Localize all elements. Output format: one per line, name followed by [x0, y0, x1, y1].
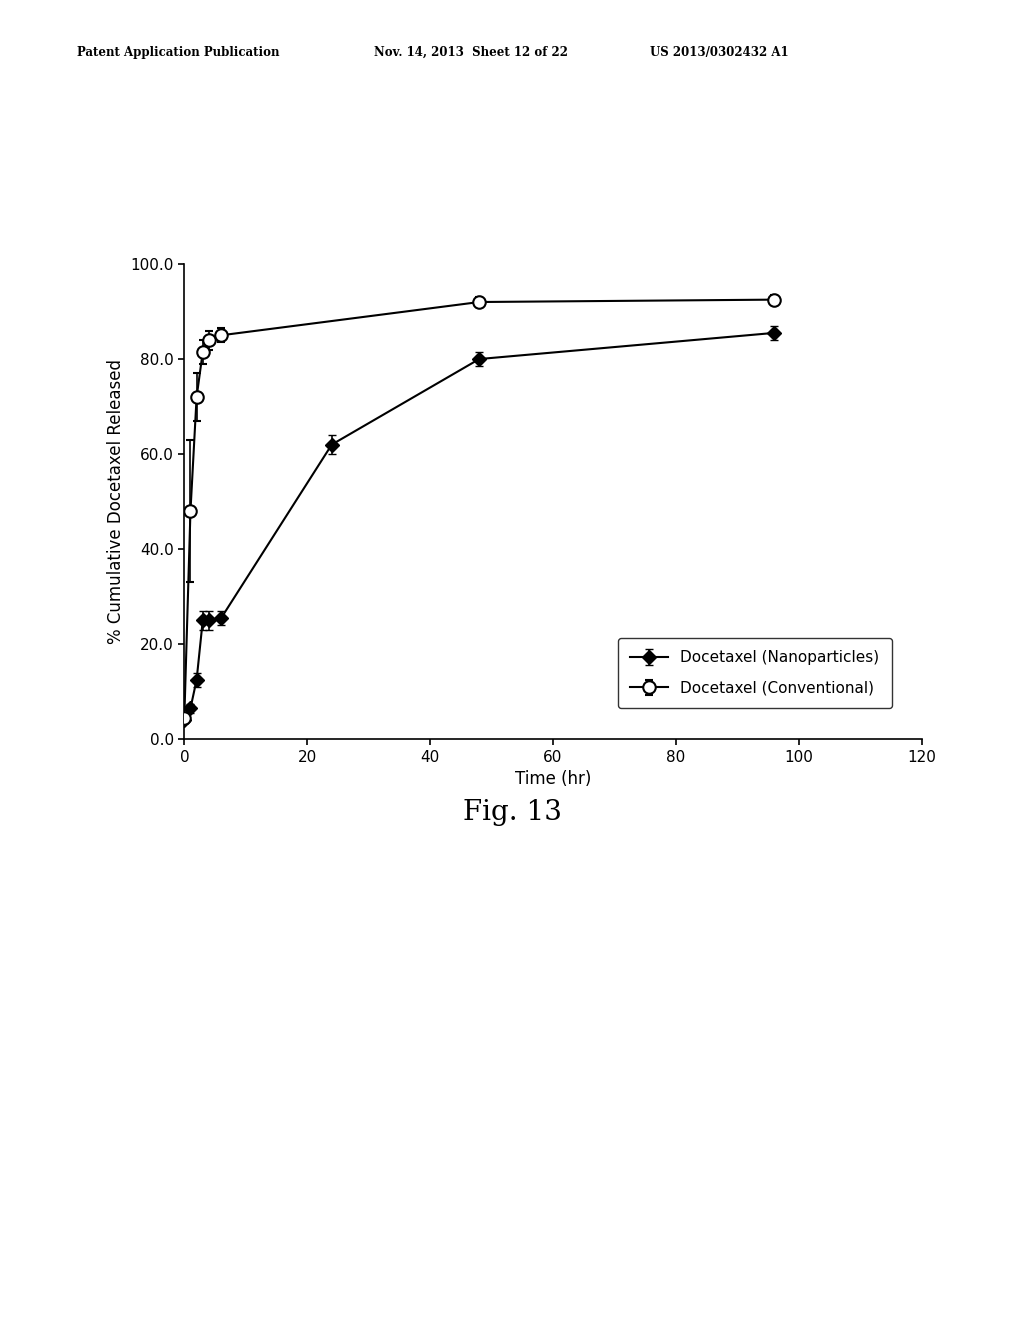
Legend: Docetaxel (Nanoparticles), Docetaxel (Conventional): Docetaxel (Nanoparticles), Docetaxel (Co… [617, 638, 892, 708]
Text: Nov. 14, 2013  Sheet 12 of 22: Nov. 14, 2013 Sheet 12 of 22 [374, 46, 567, 59]
Text: Fig. 13: Fig. 13 [463, 799, 561, 825]
Text: US 2013/0302432 A1: US 2013/0302432 A1 [650, 46, 788, 59]
Text: Patent Application Publication: Patent Application Publication [77, 46, 280, 59]
X-axis label: Time (hr): Time (hr) [515, 770, 591, 788]
Y-axis label: % Cumulative Docetaxel Released: % Cumulative Docetaxel Released [106, 359, 125, 644]
